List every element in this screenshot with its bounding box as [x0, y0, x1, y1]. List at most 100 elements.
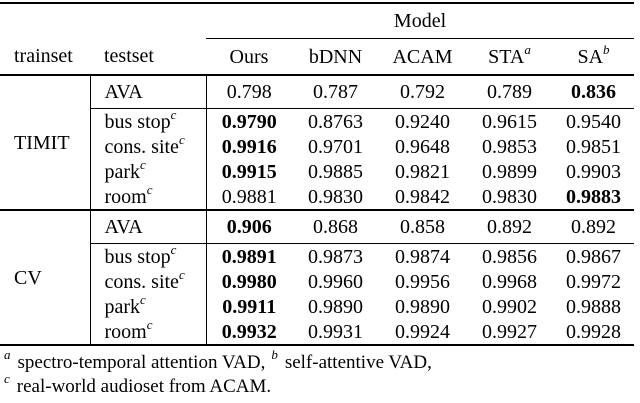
metric-value: 0.892 [466, 210, 553, 244]
metric-value: 0.9932 [205, 319, 292, 345]
metric-value: 0.8763 [308, 110, 363, 133]
metric-value: 0.9891 [205, 243, 292, 269]
testset-label: cons. sitec [89, 266, 206, 294]
table-row: TIMIT AVA 0.798 0.787 0.792 0.789 0.836 [0, 75, 635, 153]
table-row: roomc 0.9881 0.9830 0.9842 0.9830 0.9883 [0, 181, 634, 210]
metric-value: 0.9888 [566, 295, 622, 318]
metric-value: 0.9851 [566, 135, 622, 158]
footnote-b: b self-attentive VAD, [271, 346, 432, 373]
metric-value: 0.9915 [205, 159, 292, 184]
footnote-line-1: a spectro-temporal attention VAD, b self-at… [4, 346, 640, 375]
metric-value: 0.868 [292, 210, 379, 244]
metric-value: 0.9842 [395, 185, 450, 208]
metric-value: 0.9881 [205, 184, 292, 210]
table-row: roomc 0.9932 0.9931 0.9924 0.9927 0.9928 [0, 316, 634, 345]
testset-label: parkc [89, 156, 206, 184]
metric-value: 0.858 [379, 210, 466, 244]
metric-value: 0.9830 [482, 185, 537, 208]
metric-value: 0.9874 [395, 245, 450, 268]
testset-label: roomc [89, 181, 206, 210]
metric-value: 0.9885 [308, 160, 363, 183]
table-row: parkc 0.9911 0.9890 0.9890 0.9902 0.9888 [0, 291, 634, 319]
metric-value: 0.9873 [308, 245, 363, 268]
col-header-bdnn: bDNN [308, 45, 363, 68]
col-header-ours: Ours [229, 45, 269, 68]
testset-label: bus stopc [89, 106, 206, 134]
metric-value: 0.9928 [566, 320, 622, 343]
superscript: c [140, 156, 146, 172]
superscript: c [178, 131, 185, 147]
superscript: c [146, 316, 153, 332]
metric-value: 0.892 [553, 210, 635, 244]
testset-label: roomc [89, 316, 206, 345]
table-row: parkc 0.9915 0.9885 0.9821 0.9899 0.9903 [0, 156, 634, 184]
metric-value: 0.9821 [395, 160, 450, 183]
metric-value: 0.9615 [482, 110, 537, 133]
table-row: CV AVA 0.906 0.868 0.858 0.892 0.892 [0, 210, 635, 288]
superscript: c [178, 266, 185, 282]
testset-label: AVA [89, 210, 206, 244]
metric-value: 0.9830 [308, 185, 363, 208]
col-header-sta: STAa [488, 41, 531, 68]
table-row: cons. sitec 0.9980 0.9960 0.9956 0.9968 … [0, 266, 634, 294]
superscript: c [140, 291, 146, 307]
metric-value: 0.787 [292, 75, 379, 109]
model-group-header: Model [206, 3, 635, 39]
metric-value: 0.9902 [482, 295, 537, 318]
metric-value: 0.9240 [395, 110, 450, 133]
superscript: b [271, 346, 278, 362]
metric-value: 0.9911 [205, 294, 292, 319]
metric-value: 0.9883 [566, 185, 622, 208]
superscript: c [170, 241, 177, 257]
metric-value: 0.792 [379, 75, 466, 109]
results-table: Model trainset testset Ours bDNN ACAM ST… [0, 2, 635, 346]
model-group-row: Model [0, 3, 635, 39]
metric-value: 0.9890 [395, 295, 450, 318]
section-cv: CV AVA 0.906 0.868 0.858 0.892 0.892 bus… [0, 210, 635, 345]
col-header-sa: SAb [577, 41, 610, 68]
metric-value: 0.798 [205, 75, 292, 109]
metric-value: 0.9648 [395, 135, 450, 158]
metric-value: 0.9972 [566, 270, 622, 293]
col-header-testset: testset [104, 45, 154, 68]
col-header-acam: ACAM [392, 45, 453, 68]
table-row: bus stopc 0.9790 0.8763 0.9240 0.9615 0.… [0, 106, 634, 134]
column-header-row: trainset testset Ours bDNN ACAM STAa SAb [0, 39, 634, 76]
testset-label: bus stopc [89, 241, 206, 269]
metric-value: 0.9899 [482, 160, 537, 183]
table-row: bus stopc 0.9891 0.9873 0.9874 0.9856 0.… [0, 241, 634, 269]
testset-label: AVA [89, 75, 206, 109]
metric-value: 0.9980 [205, 269, 292, 294]
superscript: b [603, 41, 610, 57]
metric-value: 0.9540 [566, 110, 622, 133]
trainset-label: CV [14, 266, 42, 289]
metric-value: 0.9903 [566, 160, 622, 183]
metric-value: 0.9701 [308, 135, 363, 158]
metric-value: 0.906 [205, 210, 292, 244]
metric-value: 0.9960 [308, 270, 363, 293]
footnote-a: a spectro-temporal attention VAD, [4, 346, 266, 373]
superscript: c [146, 181, 153, 197]
superscript: a [4, 346, 11, 362]
superscript: c [170, 106, 177, 122]
footnote-c: c real-world audioset from ACAM. [4, 370, 272, 397]
metric-value: 0.9916 [205, 134, 292, 159]
table-footnotes: a spectro-temporal attention VAD, b self-at… [0, 346, 640, 399]
metric-value: 0.836 [553, 75, 635, 109]
superscript: a [524, 41, 531, 57]
col-header-trainset: trainset [14, 45, 73, 68]
metric-value: 0.789 [466, 75, 553, 109]
metric-value: 0.9867 [566, 245, 622, 268]
superscript: c [4, 370, 10, 386]
section-timit: TIMIT AVA 0.798 0.787 0.792 0.789 0.836 … [0, 75, 635, 210]
metric-value: 0.9890 [308, 295, 363, 318]
testset-label: parkc [89, 291, 206, 319]
table-row: cons. sitec 0.9916 0.9701 0.9648 0.9853 … [0, 131, 634, 159]
metric-value: 0.9968 [482, 270, 537, 293]
table-header: Model trainset testset Ours bDNN ACAM ST… [0, 3, 635, 76]
footnote-line-2: c real-world audioset from ACAM. [4, 370, 640, 399]
testset-label: cons. sitec [89, 131, 206, 159]
metric-value: 0.9853 [482, 135, 537, 158]
metric-value: 0.9924 [395, 320, 450, 343]
